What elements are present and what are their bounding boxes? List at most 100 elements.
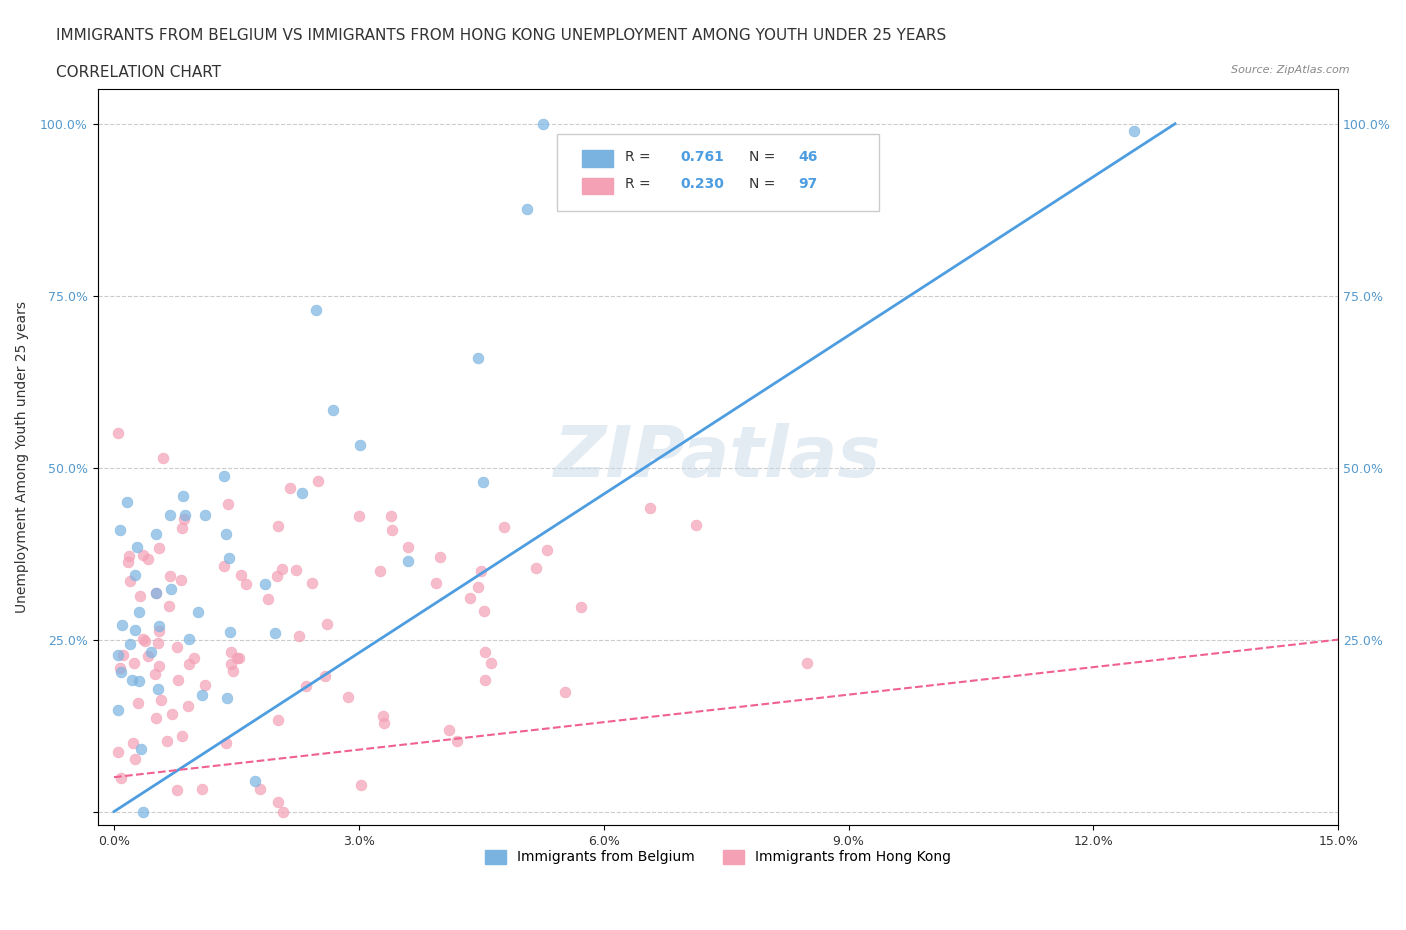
Immigrants from Hong Kong [270,562,292,577]
Immigrants from Hong Kong [191,782,214,797]
Bar [582,178,613,193]
Immigrants from Hong Kong [148,624,170,639]
Immigrants from Hong Kong [219,644,242,659]
Immigrants from Belgium [107,702,129,717]
Immigrants from Hong Kong [217,497,239,512]
Immigrants from Belgium [531,116,554,131]
Immigrants from Hong Kong [474,644,496,659]
Immigrants from Hong Kong [256,591,278,606]
Immigrants from Hong Kong [157,599,180,614]
Immigrants from Hong Kong [685,517,707,532]
Immigrants from Belgium [471,474,494,489]
Immigrants from Hong Kong [118,549,141,564]
Immigrants from Hong Kong [177,699,200,714]
Immigrants from Hong Kong [122,655,145,670]
Immigrants from Belgium [264,626,287,641]
Immigrants from Hong Kong [554,684,576,699]
Immigrants from Hong Kong [278,481,301,496]
Immigrants from Hong Kong [470,564,492,578]
Immigrants from Hong Kong [107,745,129,760]
Immigrants from Hong Kong [314,669,336,684]
Immigrants from Hong Kong [267,794,290,809]
Immigrants from Hong Kong [228,651,250,666]
Immigrants from Belgium [148,682,170,697]
Immigrants from Hong Kong [796,656,818,671]
Immigrants from Hong Kong [381,523,404,538]
Immigrants from Hong Kong [285,563,308,578]
Immigrants from Hong Kong [148,658,170,673]
Immigrants from Belgium [218,551,240,565]
Immigrants from Hong Kong [173,512,195,526]
Immigrants from Hong Kong [132,631,155,646]
Immigrants from Hong Kong [267,518,290,533]
Immigrants from Hong Kong [183,651,205,666]
Immigrants from Belgium [111,618,134,632]
Immigrants from Hong Kong [166,640,188,655]
Bar [582,151,613,166]
Immigrants from Hong Kong [524,561,547,576]
Text: 0.761: 0.761 [681,150,724,164]
Immigrants from Hong Kong [479,656,502,671]
Immigrants from Hong Kong [271,804,294,819]
Immigrants from Hong Kong [266,568,288,583]
Immigrants from Hong Kong [145,711,167,725]
Immigrants from Belgium [172,489,194,504]
Immigrants from Belgium [322,403,344,418]
Immigrants from Hong Kong [177,657,200,671]
Immigrants from Belgium [1123,124,1146,139]
Immigrants from Hong Kong [396,539,419,554]
Immigrants from Belgium [160,581,183,596]
Immigrants from Hong Kong [166,672,188,687]
Immigrants from Hong Kong [128,588,150,603]
Immigrants from Hong Kong [226,650,249,665]
Text: R =: R = [624,150,655,164]
Immigrants from Belgium [212,469,235,484]
Immigrants from Hong Kong [294,679,316,694]
Immigrants from Belgium [118,636,141,651]
Immigrants from Belgium [132,804,155,819]
Immigrants from Hong Kong [132,548,155,563]
Immigrants from Belgium [125,539,148,554]
Immigrants from Hong Kong [347,509,370,524]
Y-axis label: Unemployment Among Youth under 25 years: Unemployment Among Youth under 25 years [15,301,30,614]
Immigrants from Belgium [305,302,328,317]
Immigrants from Hong Kong [134,633,156,648]
Immigrants from Belgium [128,604,150,619]
Text: Source: ZipAtlas.com: Source: ZipAtlas.com [1232,65,1350,75]
Immigrants from Hong Kong [571,599,593,614]
Immigrants from Belgium [174,508,197,523]
Immigrants from Belgium [108,522,131,537]
Immigrants from Belgium [194,508,217,523]
Immigrants from Hong Kong [229,568,252,583]
Immigrants from Belgium [139,645,162,660]
Immigrants from Hong Kong [215,736,238,751]
Immigrants from Belgium [516,202,538,217]
Immigrants from Belgium [215,527,238,542]
Immigrants from Hong Kong [267,712,290,727]
Text: 97: 97 [799,178,818,192]
Immigrants from Belgium [124,567,146,582]
Immigrants from Hong Kong [148,636,170,651]
Text: ZIPatlas: ZIPatlas [554,423,882,492]
Immigrants from Hong Kong [212,559,235,574]
Immigrants from Hong Kong [288,629,311,644]
Immigrants from Hong Kong [156,734,179,749]
Immigrants from Hong Kong [150,693,173,708]
Immigrants from Hong Kong [315,617,337,631]
Immigrants from Belgium [107,648,129,663]
Immigrants from Hong Kong [118,574,141,589]
Legend: Immigrants from Belgium, Immigrants from Hong Kong: Immigrants from Belgium, Immigrants from… [479,844,956,870]
Immigrants from Hong Kong [145,585,167,600]
Immigrants from Hong Kong [429,550,451,565]
Immigrants from Hong Kong [474,672,496,687]
Immigrants from Belgium [128,673,150,688]
Immigrants from Hong Kong [159,568,181,583]
Immigrants from Belgium [349,437,371,452]
Immigrants from Hong Kong [222,663,245,678]
Immigrants from Hong Kong [152,450,174,465]
Immigrants from Belgium [145,526,167,541]
Immigrants from Hong Kong [307,474,329,489]
Immigrants from Hong Kong [136,649,159,664]
Immigrants from Belgium [396,554,419,569]
Immigrants from Belgium [148,619,170,634]
